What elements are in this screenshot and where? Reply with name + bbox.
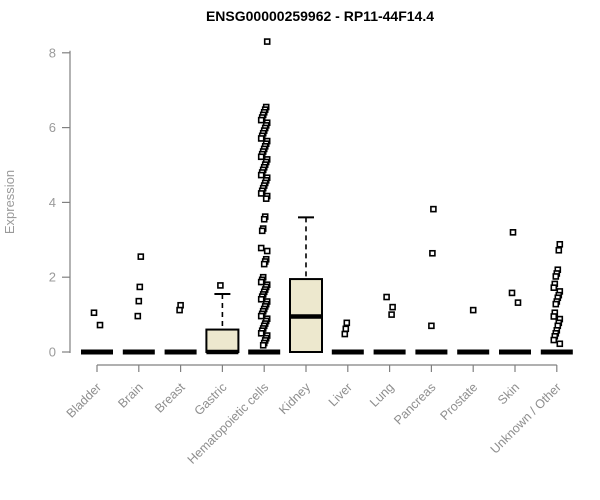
outlier-point — [514, 299, 522, 306]
y-tick-label: 2 — [49, 270, 56, 285]
y-tick-label: 8 — [49, 45, 56, 60]
outlier-point — [263, 38, 271, 45]
x-category-label: Unknown / Other — [488, 380, 564, 456]
outlier-point — [135, 297, 143, 305]
outlier-point — [217, 282, 224, 289]
collapsed-box — [248, 349, 281, 355]
collapsed-box — [499, 349, 531, 355]
outlier-point — [257, 295, 265, 303]
collapsed-box — [164, 349, 197, 355]
outlier-point — [257, 312, 265, 320]
x-category-label: Kidney — [276, 380, 313, 417]
collapsed-box — [373, 349, 406, 355]
collapsed-box — [457, 349, 490, 355]
outlier-point — [136, 283, 144, 291]
outlier-point — [556, 240, 564, 248]
outlier-point — [383, 293, 390, 301]
x-category-label: Liver — [326, 380, 355, 409]
outlier-point — [257, 329, 265, 337]
outlier-point — [508, 289, 516, 297]
outlier-point — [555, 246, 563, 254]
outlier-point — [428, 322, 435, 330]
x-category-label: Breast — [152, 380, 188, 416]
x-category-label: Brain — [115, 380, 146, 411]
outlier-point — [430, 205, 437, 213]
outlier-point — [137, 253, 145, 260]
outlier-point — [257, 116, 265, 124]
outlier-point — [260, 260, 268, 268]
outlier-point — [552, 273, 560, 280]
outlier-point — [257, 153, 265, 161]
y-axis-title: Expression — [2, 170, 17, 234]
outlier-point — [134, 312, 142, 320]
x-category-label: Skin — [495, 380, 522, 407]
outlier-point — [260, 215, 268, 223]
outlier-point — [257, 135, 265, 142]
y-tick-label: 0 — [49, 345, 56, 360]
outlier-point — [259, 341, 267, 349]
outlier-point — [389, 303, 396, 311]
outlier-point — [96, 321, 104, 329]
collapsed-box — [81, 349, 113, 355]
x-category-label: Prostate — [437, 380, 480, 423]
outlier-point — [90, 309, 98, 317]
outlier-point — [469, 306, 477, 314]
outlier-point — [556, 340, 564, 348]
x-category-label: Gastric — [192, 380, 230, 418]
outlier-point — [509, 229, 517, 236]
collapsed-box — [415, 349, 448, 355]
collapsed-box — [122, 349, 155, 355]
outlier-point — [342, 325, 350, 333]
outlier-point — [343, 319, 351, 327]
collapsed-box — [331, 349, 364, 355]
x-category-label: Bladder — [64, 380, 104, 420]
outlier-point — [257, 244, 265, 252]
y-tick-label: 6 — [49, 120, 56, 135]
outlier-point — [550, 336, 558, 344]
outlier-point — [257, 278, 265, 286]
outlier-point — [552, 300, 560, 308]
outlier-point — [341, 330, 349, 338]
outlier-point — [176, 306, 183, 314]
outlier-point — [258, 227, 266, 235]
box — [205, 328, 240, 353]
x-category-label: Pancreas — [391, 380, 438, 427]
outlier-point — [388, 311, 395, 318]
outlier-point — [263, 247, 271, 255]
outlier-point — [257, 190, 265, 197]
outlier-point — [550, 313, 558, 320]
outlier-point — [550, 284, 558, 291]
outlier-point — [262, 195, 270, 202]
x-category-label: Hematopoietic cells — [185, 380, 272, 467]
y-tick-label: 4 — [49, 195, 56, 210]
x-category-label: Lung — [367, 380, 397, 410]
collapsed-box — [540, 349, 573, 355]
outlier-point — [429, 249, 436, 257]
chart-title: ENSG00000259962 - RP11-44F14.4 — [205, 8, 435, 24]
outlier-point — [257, 171, 265, 179]
